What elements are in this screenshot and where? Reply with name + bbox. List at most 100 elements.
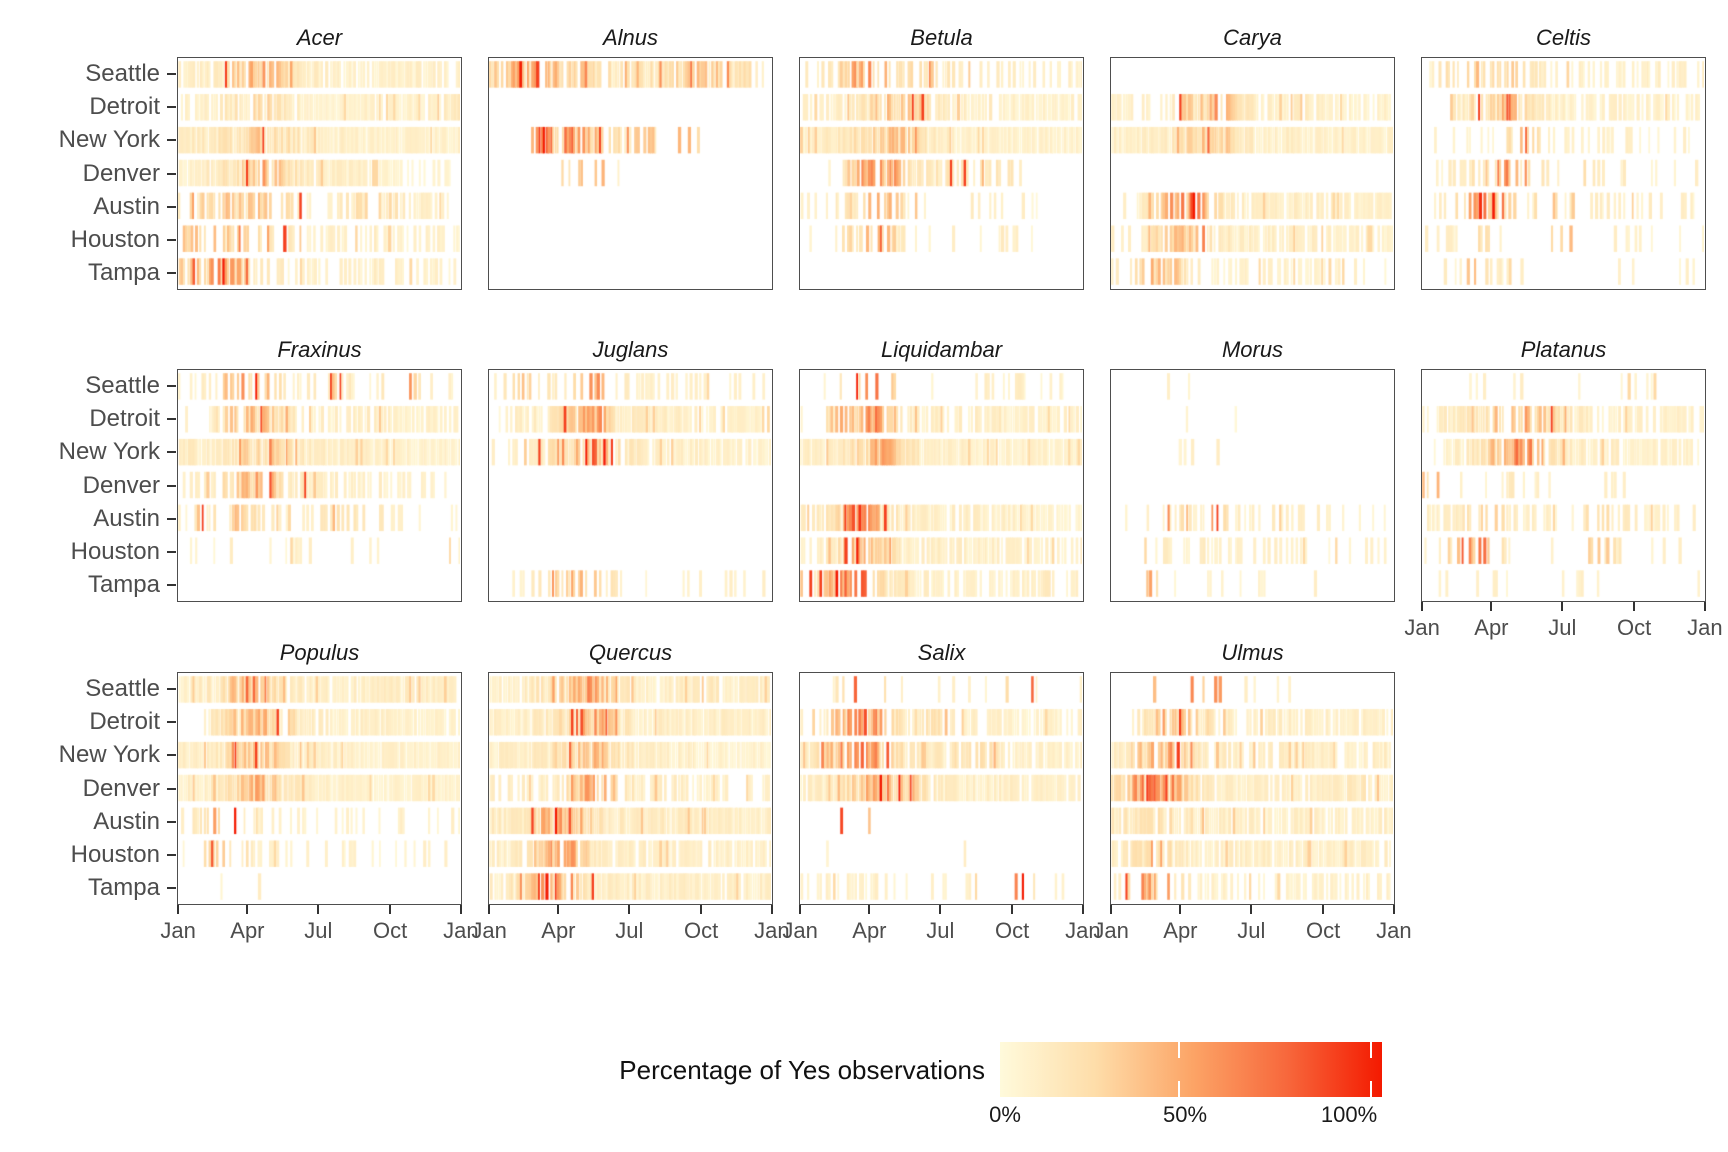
legend-colorbar — [1000, 1042, 1382, 1097]
y-axis-label-seattle: Seattle — [85, 371, 160, 399]
y-axis-label-houston: Houston — [70, 841, 160, 869]
x-axis-label-jan-0: Jan — [782, 918, 818, 943]
x-axis-label-oct-3: Oct — [1306, 918, 1341, 943]
y-axis-label-austin: Austin — [93, 504, 160, 532]
x-axis-tick — [628, 905, 631, 914]
x-axis-tick — [1703, 602, 1706, 611]
x-axis-label-jan-4: Jan — [1065, 918, 1101, 943]
x-axis-label-jul-2: Jul — [615, 918, 644, 943]
heatmap-canvas-carya — [1111, 58, 1393, 288]
facet-title-alnus: Alnus — [602, 25, 659, 50]
facet-panel-betula — [799, 57, 1084, 290]
y-axis-label-detroit: Detroit — [89, 404, 160, 432]
x-axis-label-apr-1: Apr — [230, 918, 265, 943]
y-axis-tick — [167, 754, 176, 757]
y-axis-label-tampa: Tampa — [87, 571, 160, 599]
heatmap-canvas-fraxinus — [178, 370, 460, 600]
y-axis-tick — [167, 205, 176, 208]
x-axis-label-oct-3: Oct — [373, 918, 408, 943]
y-axis-label-houston: Houston — [70, 538, 160, 566]
x-axis-tick — [459, 905, 462, 914]
y-axis-tick — [167, 854, 176, 857]
y-axis-label-new-york: New York — [58, 438, 160, 466]
x-axis-label-jul-2: Jul — [1548, 615, 1577, 640]
y-axis-tick — [167, 105, 176, 108]
facet-panel-carya — [1110, 57, 1395, 290]
x-axis-tick — [488, 905, 491, 914]
x-axis-label-jan-0: Jan — [1404, 615, 1440, 640]
y-axis-tick — [167, 787, 176, 790]
x-axis-label-jan-4: Jan — [1687, 615, 1723, 640]
x-axis-label-jul-2: Jul — [1237, 918, 1266, 943]
facet-panel-alnus — [488, 57, 773, 290]
facet-panel-fraxinus — [177, 369, 462, 602]
heatmap-canvas-populus — [178, 673, 460, 903]
y-axis-tick — [167, 517, 176, 520]
y-axis-label-tampa: Tampa — [87, 874, 160, 902]
x-axis-tick — [1633, 602, 1636, 611]
x-axis-tick — [799, 905, 802, 914]
x-axis-label-jan-0: Jan — [471, 918, 507, 943]
x-axis-tick — [868, 905, 871, 914]
y-axis-tick — [167, 484, 176, 487]
facet-title-liquidambar: Liquidambar — [880, 337, 1003, 362]
y-axis-tick — [167, 384, 176, 387]
y-axis-tick — [167, 72, 176, 75]
y-axis-tick — [167, 820, 176, 823]
y-axis-tick — [167, 272, 176, 275]
legend-notch-100 — [1370, 1042, 1373, 1058]
facet-title-platanus: Platanus — [1520, 337, 1607, 362]
facet-panel-celtis — [1421, 57, 1706, 290]
x-axis-label-jan-4: Jan — [1376, 918, 1412, 943]
x-axis-tick — [1250, 905, 1253, 914]
x-axis-tick — [1421, 602, 1424, 611]
legend-notch-50 — [1177, 1042, 1180, 1058]
facet-title-quercus: Quercus — [588, 640, 673, 665]
facet-panel-juglans — [488, 369, 773, 602]
facet-panel-morus — [1110, 369, 1395, 602]
y-axis-label-tampa: Tampa — [87, 259, 160, 287]
x-axis-label-apr-1: Apr — [852, 918, 887, 943]
y-axis-label-denver: Denver — [82, 774, 160, 802]
heatmap-canvas-juglans — [489, 370, 771, 600]
y-axis-label-austin: Austin — [93, 807, 160, 835]
x-axis-label-jan-0: Jan — [1093, 918, 1129, 943]
heatmap-canvas-platanus — [1422, 370, 1704, 600]
x-axis-label-jan-4: Jan — [754, 918, 790, 943]
y-axis-tick — [167, 584, 176, 587]
facet-panel-platanus — [1421, 369, 1706, 602]
x-axis-tick — [1490, 602, 1493, 611]
x-axis-label-jan-0: Jan — [160, 918, 196, 943]
x-axis-tick — [939, 905, 942, 914]
x-axis-tick — [557, 905, 560, 914]
heatmap-canvas-ulmus — [1111, 673, 1393, 903]
heatmap-canvas-salix — [800, 673, 1082, 903]
x-axis-tick — [700, 905, 703, 914]
facet-title-betula: Betula — [910, 25, 973, 50]
legend-tick-100: 100% — [1320, 1102, 1378, 1127]
x-axis-tick — [1561, 602, 1564, 611]
heatmap-canvas-acer — [178, 58, 460, 288]
facet-panel-salix — [799, 672, 1084, 905]
y-axis-label-new-york: New York — [58, 126, 160, 154]
y-axis-label-houston: Houston — [70, 226, 160, 254]
y-axis-label-new-york: New York — [58, 741, 160, 769]
x-axis-label-apr-1: Apr — [1163, 918, 1198, 943]
facet-title-acer: Acer — [296, 25, 343, 50]
legend-notch-100 — [1370, 1081, 1373, 1097]
legend-tick-0: 0% — [989, 1102, 1021, 1127]
facet-title-ulmus: Ulmus — [1221, 640, 1284, 665]
x-axis-tick — [1179, 905, 1182, 914]
y-axis-tick — [167, 417, 176, 420]
heatmap-canvas-alnus — [489, 58, 771, 288]
x-axis-tick — [1322, 905, 1325, 914]
x-axis-tick — [1011, 905, 1014, 914]
x-axis-tick — [177, 905, 180, 914]
facet-panel-liquidambar — [799, 369, 1084, 602]
facet-panel-ulmus — [1110, 672, 1395, 905]
x-axis-label-oct-3: Oct — [684, 918, 719, 943]
x-axis-label-jul-2: Jul — [304, 918, 333, 943]
x-axis-label-oct-3: Oct — [1617, 615, 1652, 640]
x-axis-label-jan-4: Jan — [443, 918, 479, 943]
x-axis-tick — [1081, 905, 1084, 914]
